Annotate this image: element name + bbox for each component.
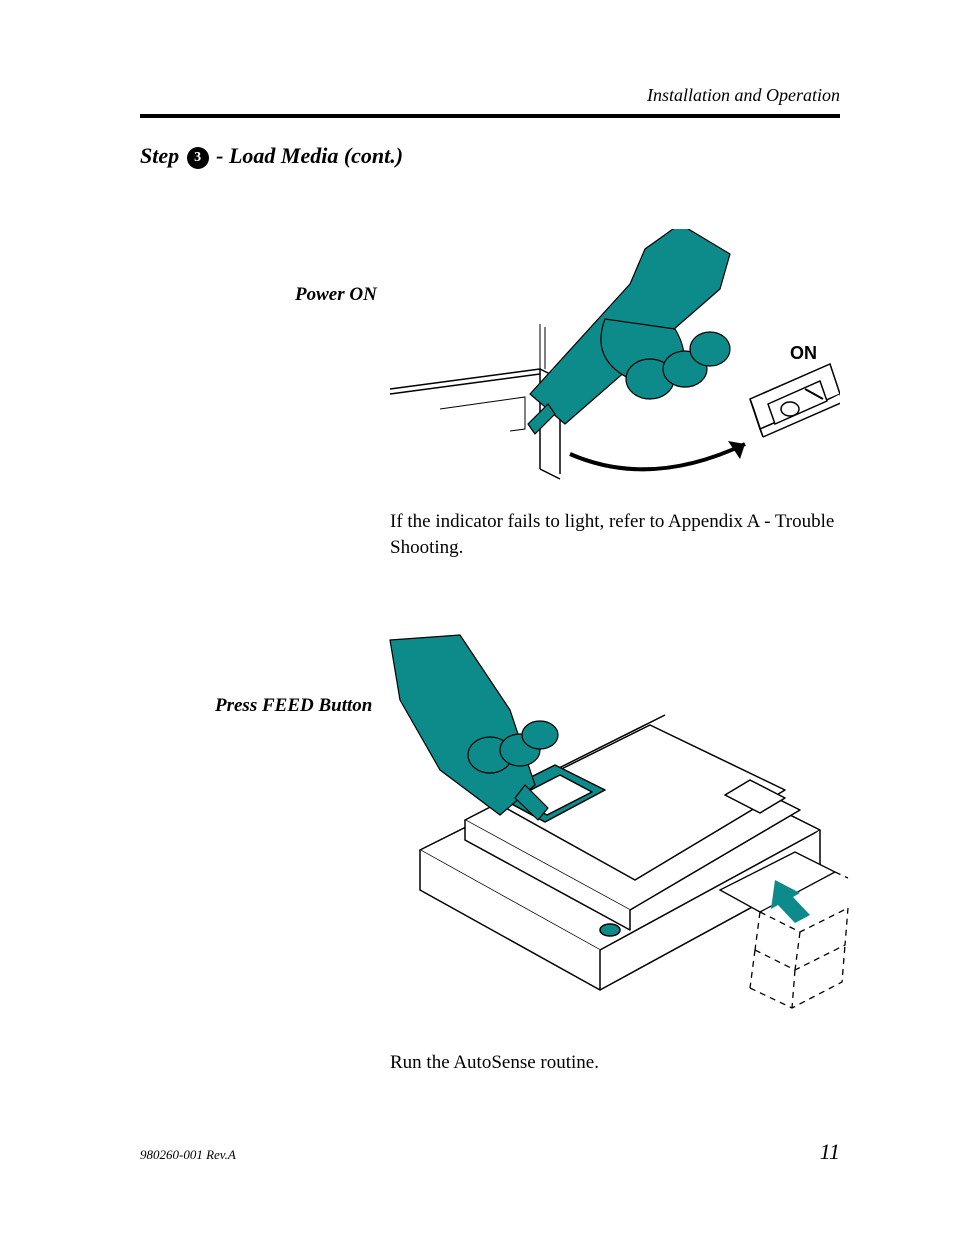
page-content: Installation and Operation Step 3 - Load… xyxy=(140,85,840,1126)
section-power-on: Power ON xyxy=(140,229,840,560)
footer-page-number: 11 xyxy=(820,1139,840,1165)
footer-doc-id: 980260-001 Rev.A xyxy=(140,1147,236,1163)
step-number-badge: 3 xyxy=(187,147,209,169)
header-rule xyxy=(140,114,840,118)
power-on-illustration: ON xyxy=(390,229,840,489)
press-feed-illustration xyxy=(380,630,850,1030)
running-header: Installation and Operation xyxy=(140,85,840,106)
switch-on-text: ON xyxy=(790,343,817,363)
power-on-label: Power ON xyxy=(295,284,377,306)
section-press-feed: Press FEED Button xyxy=(140,630,840,1076)
press-feed-label: Press FEED Button xyxy=(215,695,372,717)
step-title: Step 3 - Load Media (cont.) xyxy=(140,143,840,169)
step-suffix: - Load Media (cont.) xyxy=(216,143,403,168)
page-footer: 980260-001 Rev.A 11 xyxy=(140,1139,840,1165)
press-feed-body: Run the AutoSense routine. xyxy=(390,1050,840,1076)
power-on-body: If the indicator fails to light, refer t… xyxy=(390,509,840,560)
step-prefix: Step xyxy=(140,143,179,168)
